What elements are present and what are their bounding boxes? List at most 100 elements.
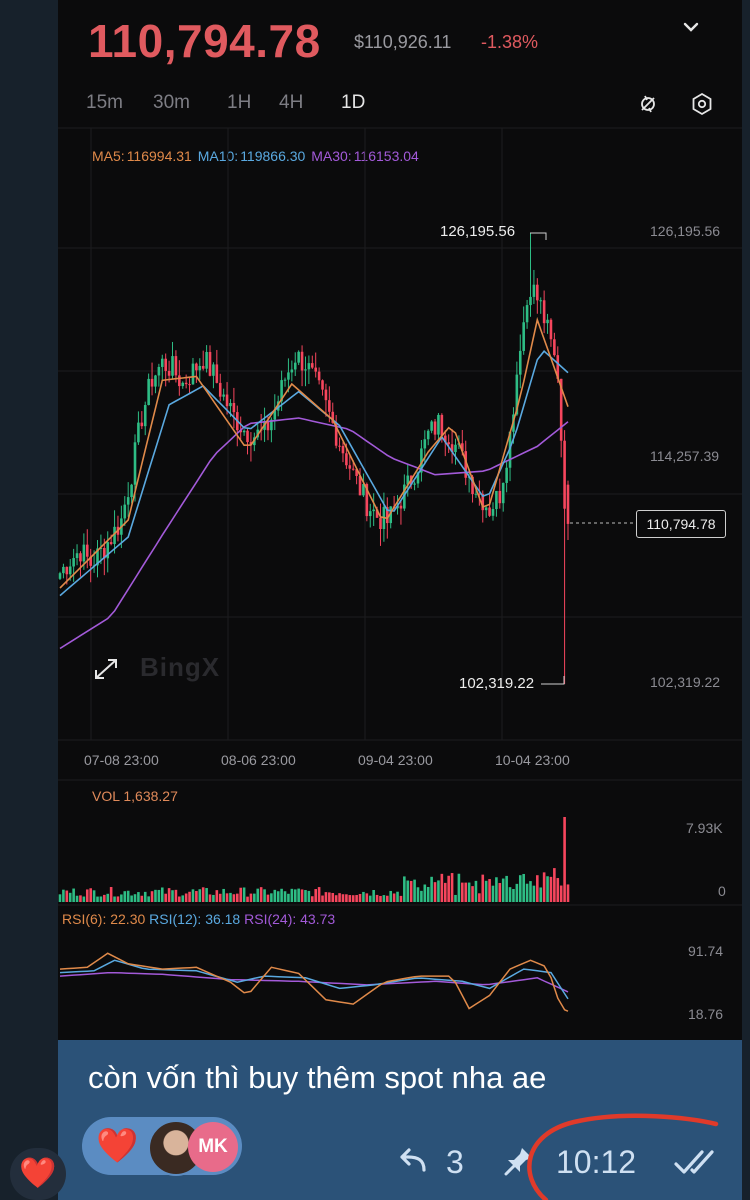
candle-body [249,442,253,446]
volume-bar [532,885,536,902]
volume-bar [143,891,147,902]
volume-bar [150,891,154,902]
message-bubble[interactable]: còn vốn thì buy thêm spot nha ae ❤️ MK 3… [58,1040,742,1200]
candle-body [113,526,116,545]
candle-body [365,484,369,517]
candle-body [464,451,468,478]
volume-bar [164,893,167,902]
volume-bar [457,873,461,902]
vol-tick-max: 7.93K [686,820,723,836]
volume-bar [539,887,543,902]
rsi6-value: 22.30 [110,911,146,927]
candle-body [461,443,464,452]
candle-body [89,556,92,566]
candle-body [75,553,79,559]
candle-body [68,566,72,575]
volume-bar [362,891,365,902]
volume-bar [304,890,307,902]
candle-body [126,497,130,505]
heart-reaction-icon: ❤️ [96,1127,139,1165]
candle-body [355,469,358,476]
candle-body [130,484,133,498]
volume-bar [253,893,256,902]
candle-body [178,375,181,387]
volume-bar [553,868,556,902]
low-marker [541,676,565,685]
tab-15m[interactable]: 15m [86,92,123,113]
candle-body [150,378,154,387]
volume-bar [440,873,444,902]
volume-bar [293,889,297,902]
volume-bar [324,892,328,902]
volume-bar [290,888,294,902]
candle-body [300,351,304,371]
volume-bar [467,882,471,902]
candle-body [160,358,164,367]
vol-tick-zero: 0 [718,883,726,899]
candle-body [147,378,150,406]
volume-bar [75,895,79,902]
tab-30m[interactable]: 30m [153,92,190,113]
volume-bar [120,894,123,902]
volume-bar [178,896,181,902]
candle-body [85,544,89,557]
volume-bar [529,881,532,902]
reaction-pill[interactable]: ❤️ MK [82,1117,242,1176]
candle-body [450,444,454,453]
candle-body [314,367,318,372]
volume-bar [198,889,202,902]
volume-bar [389,890,393,902]
x-tick-2: 08-06 23:00 [221,752,296,768]
tab-1h[interactable]: 1H [227,92,252,113]
candle-body [143,405,147,427]
candle-body [317,371,321,381]
volume-bar [546,876,549,902]
volume-bar [338,893,341,902]
candle-body [276,401,280,411]
candle-body [348,465,352,469]
volume-label: VOL 1,638.27 [92,788,178,804]
volume-bar [406,880,410,902]
volume-bar [191,889,195,902]
volume-bar [351,895,355,902]
candle-body [491,509,495,516]
volume-bar [195,891,198,902]
message-time: 10:12 [556,1144,637,1180]
tab-4h[interactable]: 4H [279,92,304,113]
volume-bar [273,889,277,902]
reaction-button[interactable]: ❤️ [10,1148,66,1200]
candle-body [297,351,300,363]
volume-bar [140,895,144,902]
volume-bar [157,889,161,902]
settings-icon[interactable] [690,92,714,116]
volume-bar [379,895,382,902]
volume-bar [549,876,553,902]
chevron-down-icon[interactable] [678,14,704,40]
indicator-icon[interactable] [636,92,660,116]
candlestick-chart [58,127,742,1012]
candle-body [386,507,389,524]
volume-bar [171,890,174,902]
volume-bar [556,878,560,902]
candle-body [420,448,423,473]
candle-body [96,548,99,566]
volume-bar [181,895,185,902]
candle-body [270,419,273,431]
candle-body [242,430,246,433]
volume-bar [113,896,116,902]
candle-body [137,422,140,443]
reply-icon[interactable] [396,1144,428,1176]
volume-bar [212,894,215,902]
volume-bar [365,893,369,902]
candle-body [287,372,290,380]
volume-bar [348,895,352,902]
candle-body [171,356,174,376]
candle-body [433,421,437,435]
candle-body [529,296,532,306]
volume-bar [184,893,188,902]
candle-body [154,375,157,387]
rsi12-value: 36.18 [205,911,241,927]
candle-body [351,468,355,470]
tab-1d[interactable]: 1D [341,92,366,113]
ma5-value: 116994.31 [126,148,192,164]
